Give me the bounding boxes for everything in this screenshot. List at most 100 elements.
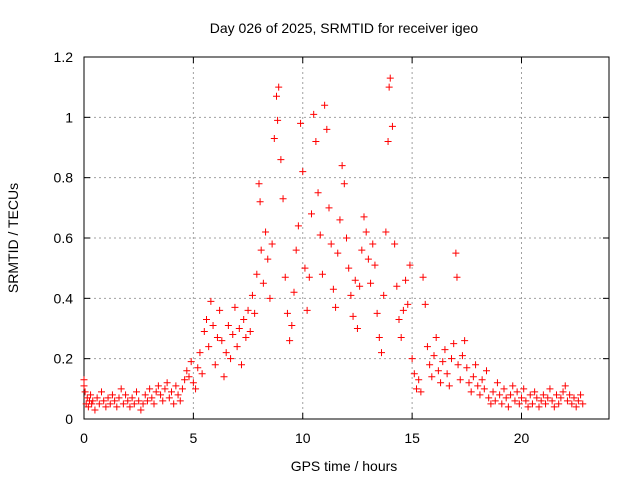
- data-point: [491, 397, 499, 405]
- data-point: [406, 261, 414, 269]
- data-point: [539, 391, 547, 399]
- data-point: [150, 400, 158, 408]
- data-point: [290, 288, 298, 296]
- data-point: [119, 400, 127, 408]
- data-point: [174, 391, 182, 399]
- data-point: [511, 397, 519, 405]
- data-point: [274, 116, 282, 124]
- data-point: [572, 403, 580, 411]
- data-point: [257, 246, 265, 254]
- data-point: [159, 397, 167, 405]
- data-point: [391, 240, 399, 248]
- data-point: [472, 361, 480, 369]
- data-point: [520, 385, 528, 393]
- data-point: [445, 382, 453, 390]
- data-point: [367, 279, 375, 287]
- data-point: [380, 291, 388, 299]
- data-point: [386, 74, 394, 82]
- data-point: [111, 397, 119, 405]
- data-point: [273, 92, 280, 100]
- data-point: [135, 397, 143, 405]
- data-point: [170, 400, 178, 408]
- data-point: [88, 400, 96, 408]
- data-point: [253, 270, 261, 278]
- y-axis-label: SRMTID / TECUs: [5, 183, 21, 293]
- data-point: [378, 349, 385, 357]
- y-tick-label: 0: [65, 411, 73, 427]
- data-point: [137, 406, 145, 414]
- data-point: [454, 361, 462, 369]
- data-point: [203, 315, 210, 323]
- data-point: [453, 273, 461, 281]
- data-point: [544, 394, 552, 402]
- data-point: [185, 373, 193, 381]
- data-point: [124, 397, 132, 405]
- data-point: [157, 391, 165, 399]
- data-point: [292, 246, 300, 254]
- data-point: [211, 361, 219, 369]
- data-point: [297, 119, 305, 127]
- data-point: [528, 400, 536, 408]
- data-point: [423, 343, 431, 351]
- data-point: [281, 273, 289, 281]
- x-axis-label: GPS time / hours: [291, 458, 398, 474]
- data-point: [256, 198, 264, 206]
- data-point: [262, 228, 270, 236]
- data-point: [483, 367, 490, 375]
- data-point: [294, 222, 302, 230]
- data-point: [555, 400, 563, 408]
- y-tick-label: 1.2: [54, 49, 74, 65]
- data-point: [332, 303, 340, 311]
- data-point: [227, 355, 235, 363]
- data-point: [515, 400, 523, 408]
- data-point: [393, 282, 401, 290]
- data-point: [546, 385, 554, 393]
- data-point: [163, 379, 171, 387]
- data-point: [524, 403, 532, 411]
- data-point: [268, 240, 276, 248]
- data-point: [323, 125, 331, 133]
- data-point: [428, 373, 436, 381]
- data-point: [198, 370, 206, 378]
- data-point: [192, 385, 200, 393]
- grid-lines: [84, 57, 609, 419]
- data-point: [308, 210, 315, 218]
- data-point: [176, 397, 184, 405]
- data-point: [196, 349, 204, 357]
- data-point: [87, 391, 95, 399]
- data-point: [130, 400, 138, 408]
- data-point: [205, 343, 213, 351]
- data-point: [148, 394, 156, 402]
- data-point: [513, 388, 521, 396]
- data-point: [343, 234, 350, 242]
- data-point: [542, 400, 550, 408]
- data-point: [279, 195, 287, 203]
- data-point: [336, 216, 344, 224]
- data-point: [126, 403, 134, 411]
- data-point: [487, 400, 495, 408]
- data-point: [413, 385, 420, 393]
- y-tick-label: 0.4: [54, 290, 74, 306]
- data-point: [340, 180, 348, 188]
- data-point: [310, 110, 318, 118]
- data-point: [437, 379, 445, 387]
- data-point: [275, 83, 283, 91]
- data-point: [382, 228, 390, 236]
- data-point: [104, 394, 112, 402]
- axes: 0 0.2 0.4 0.6 0.8 1 1.2 0 5 10 15 20: [54, 49, 609, 446]
- x-tick-label: 0: [80, 430, 88, 446]
- data-point: [102, 403, 110, 411]
- data-point: [574, 397, 582, 405]
- data-point: [535, 403, 543, 411]
- data-point: [218, 337, 226, 345]
- data-point: [141, 391, 149, 399]
- data-point: [286, 337, 294, 345]
- data-point: [266, 294, 274, 302]
- data-point: [563, 397, 571, 405]
- data-point: [80, 382, 88, 390]
- data-point: [568, 400, 576, 408]
- data-point: [553, 391, 560, 399]
- data-point: [84, 403, 92, 411]
- data-point: [248, 291, 256, 299]
- data-point: [231, 303, 239, 311]
